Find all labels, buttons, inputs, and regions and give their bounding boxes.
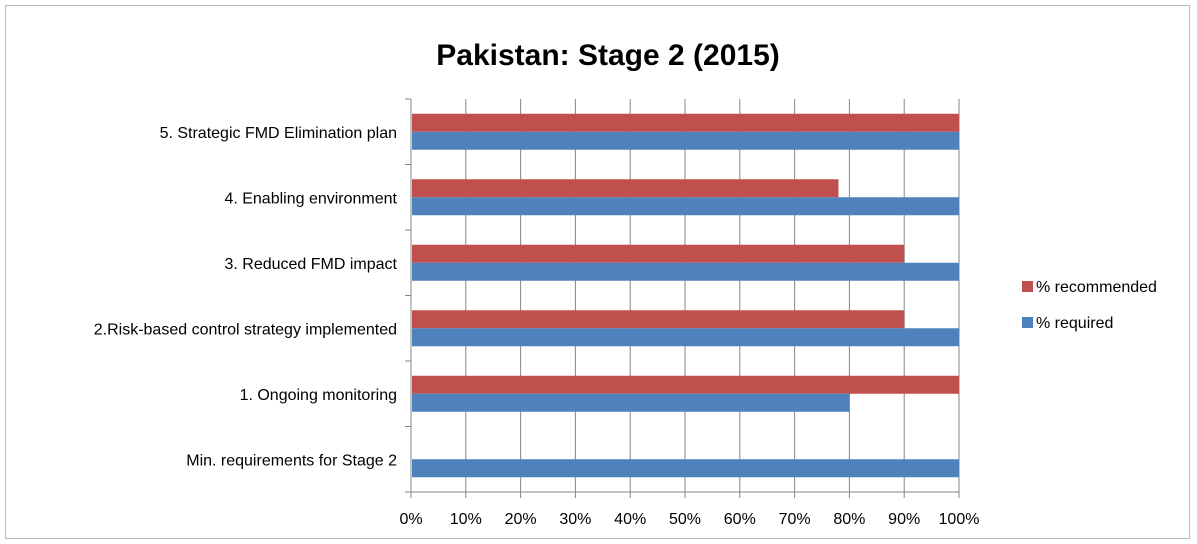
axes xyxy=(405,98,960,498)
bar-required xyxy=(412,459,959,478)
category-label: 1. Ongoing monitoring xyxy=(240,387,397,404)
x-tick-label: 100% xyxy=(939,511,980,528)
x-tick-labels: 0% 10% 20% 30% 40% 50% 60% 70% 80% 90% 100% xyxy=(399,511,979,528)
bar-required xyxy=(412,262,959,281)
category-label: 5. Strategic FMD Elimination plan xyxy=(160,125,397,142)
bar-required xyxy=(412,393,850,412)
bar-recommended xyxy=(412,310,905,329)
bar-required xyxy=(412,328,959,347)
legend-label: % required xyxy=(1036,315,1113,332)
bar-recommended xyxy=(412,113,959,132)
chart-title: Pakistan: Stage 2 (2015) xyxy=(436,39,780,72)
chart-frame: Pakistan: Stage 2 (2015) Min. requiremen… xyxy=(5,5,1190,539)
gridlines xyxy=(465,99,960,492)
x-tick-label: 30% xyxy=(559,511,591,528)
x-tick-label: 60% xyxy=(724,511,756,528)
category-labels: Min. requirements for Stage 2 1. Ongoing … xyxy=(94,125,398,470)
bars xyxy=(412,113,959,478)
x-tick-label: 0% xyxy=(399,511,422,528)
category-label: Min. requirements for Stage 2 xyxy=(186,452,397,469)
bar-required xyxy=(412,131,959,150)
bar-chart: Pakistan: Stage 2 (2015) Min. requiremen… xyxy=(94,39,1157,528)
bar-recommended xyxy=(412,244,905,263)
x-tick-label: 20% xyxy=(505,511,537,528)
x-tick-label: 40% xyxy=(614,511,646,528)
x-tick-label: 90% xyxy=(888,511,920,528)
x-tick-label: 80% xyxy=(833,511,865,528)
category-label: 2.Risk-based control strategy implemente… xyxy=(94,321,397,338)
x-tick-label: 70% xyxy=(779,511,811,528)
bar-recommended xyxy=(412,375,959,394)
bar-recommended xyxy=(412,179,839,198)
category-label: 4. Enabling environment xyxy=(224,190,397,207)
bar-required xyxy=(412,197,959,216)
x-tick-label: 10% xyxy=(450,511,482,528)
legend-swatch xyxy=(1022,317,1033,328)
x-tick-label: 50% xyxy=(669,511,701,528)
legend-swatch xyxy=(1022,281,1033,292)
category-label: 3. Reduced FMD impact xyxy=(224,256,397,273)
legend-label: % recommended xyxy=(1036,279,1157,296)
legend: % recommended % required xyxy=(1022,279,1157,332)
